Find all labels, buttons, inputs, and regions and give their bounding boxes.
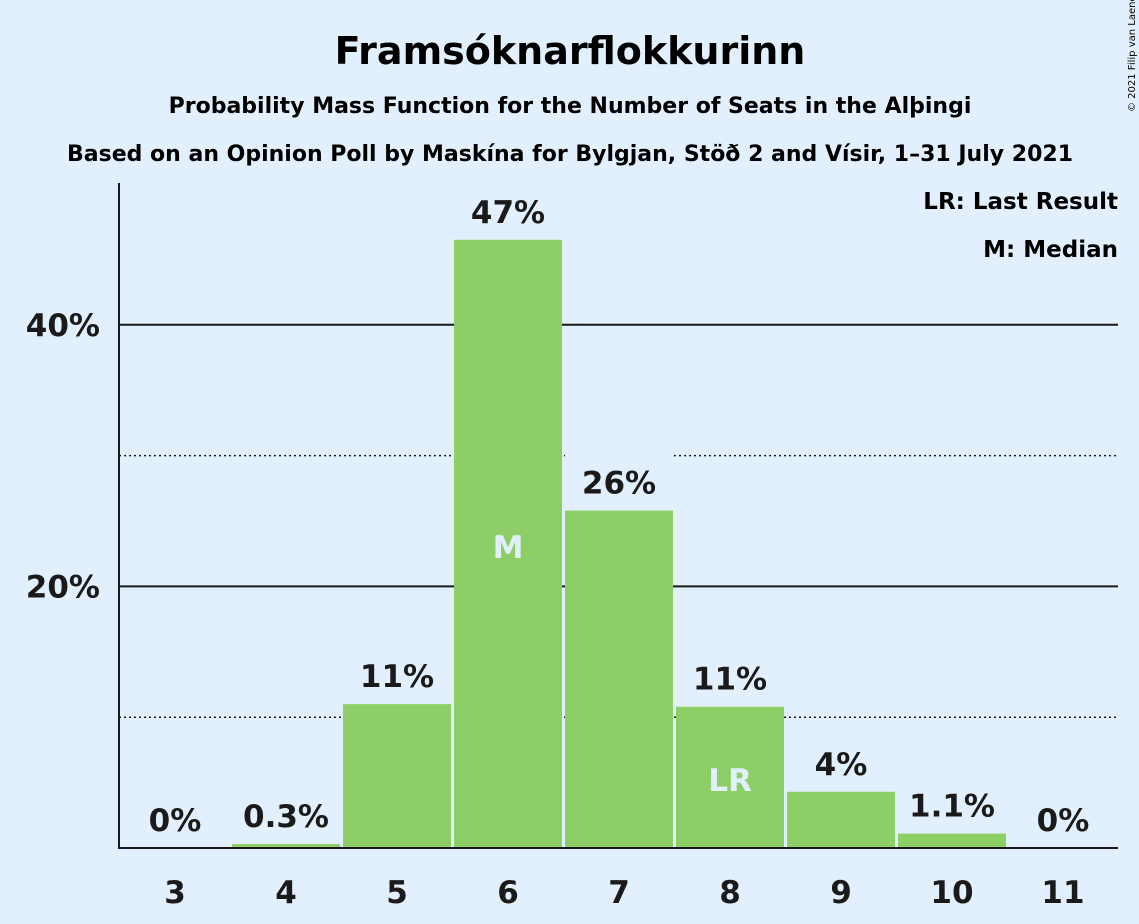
bar — [787, 791, 895, 848]
x-tick-label: 11 — [1041, 875, 1084, 911]
bar-label-backdrop — [787, 733, 895, 790]
bar — [454, 239, 562, 848]
bar — [232, 844, 340, 848]
bar-label-backdrop — [121, 790, 229, 846]
bar-label-backdrop — [232, 786, 340, 843]
data-label: 1.1% — [909, 789, 995, 825]
y-tick-label: 40% — [26, 308, 100, 344]
copyright-notice: © 2021 Filip van Laenen — [1127, 0, 1138, 112]
x-tick-label: 4 — [275, 875, 297, 911]
y-tick-label: 20% — [26, 569, 100, 605]
x-tick-label: 7 — [608, 875, 630, 911]
x-tick-label: 3 — [164, 875, 186, 911]
data-label: 4% — [815, 747, 868, 783]
bar — [565, 510, 673, 848]
bar — [676, 706, 784, 848]
bar — [343, 704, 451, 848]
bar-label-backdrop — [676, 648, 784, 705]
chart-subtitle: Probability Mass Function for the Number… — [169, 94, 972, 119]
bar-marker-lr: LR — [708, 763, 752, 799]
data-label: 11% — [693, 662, 767, 698]
x-tick-label: 6 — [497, 875, 519, 911]
legend-median: M: Median — [983, 237, 1118, 263]
x-tick-label: 10 — [930, 875, 973, 911]
bar-label-backdrop — [1009, 790, 1117, 846]
data-label: 47% — [471, 195, 545, 231]
chart-subtitle-source: Based on an Opinion Poll by Maskína for … — [67, 142, 1073, 167]
x-tick-label: 8 — [719, 875, 741, 911]
data-label: 0% — [1037, 803, 1090, 839]
chart-title: Framsóknarflokkurinn — [335, 29, 806, 73]
legend-last-result: LR: Last Result — [923, 189, 1118, 215]
bar — [898, 833, 1006, 848]
bar-label-backdrop — [565, 452, 673, 509]
bar-label-backdrop — [454, 181, 562, 238]
data-label: 11% — [360, 659, 434, 695]
data-label: 0.3% — [243, 799, 329, 835]
bar-label-backdrop — [898, 775, 1006, 832]
data-label: 26% — [582, 466, 656, 502]
x-tick-label: 9 — [830, 875, 852, 911]
bar-label-backdrop — [343, 646, 451, 703]
bar-marker-m: M — [493, 530, 524, 566]
x-tick-label: 5 — [386, 875, 408, 911]
data-label: 0% — [149, 803, 202, 839]
